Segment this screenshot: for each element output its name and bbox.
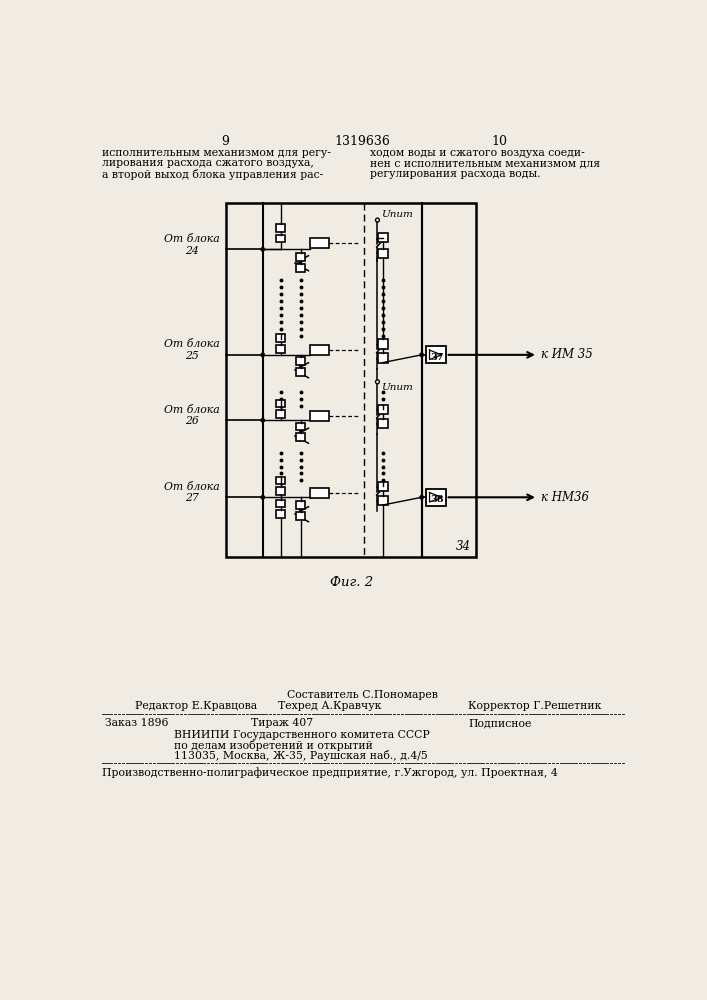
Text: 113035, Москва, Ж-35, Раушская наб., д.4/5: 113035, Москва, Ж-35, Раушская наб., д.4… [174,750,427,761]
Circle shape [420,496,423,499]
Bar [378,482,387,491]
Circle shape [261,248,264,251]
Bar [378,405,387,414]
Bar [378,496,387,505]
Text: 38: 38 [430,495,443,504]
Text: Тираж 407: Тираж 407 [251,718,313,728]
Bar [276,400,285,407]
Text: От блока
24: От блока 24 [164,234,220,256]
Bar [276,510,285,518]
Text: 10: 10 [491,135,507,148]
Text: а второй выход блока управления рас-: а второй выход блока управления рас- [103,169,324,180]
Bar [276,487,285,495]
Circle shape [375,218,380,222]
Bar [296,433,305,441]
Bar [296,423,305,430]
Text: Фиг. 2: Фиг. 2 [329,576,373,589]
Text: Корректор Г.Решетник: Корректор Г.Решетник [468,701,602,711]
Text: исполнительным механизмом для регу-: исполнительным механизмом для регу- [103,148,331,158]
Bar [296,501,305,509]
Bar [296,253,305,261]
Text: Заказ 1896: Заказ 1896 [105,718,169,728]
Text: регулирования расхода воды.: регулирования расхода воды. [370,169,540,179]
Circle shape [261,419,264,422]
Bar [378,353,387,363]
Bar [296,512,305,520]
Text: ходом воды и сжатого воздуха соеди-: ходом воды и сжатого воздуха соеди- [370,148,585,158]
Bar [276,235,285,242]
Bar [296,357,305,365]
Text: 9: 9 [221,135,230,148]
Bar [310,488,329,498]
Bar [276,334,285,342]
Text: Uпит: Uпит [380,210,412,219]
Bar [378,419,387,428]
Bar [378,339,387,349]
Bar [276,500,285,507]
Bar [310,411,329,421]
Text: 37: 37 [430,353,443,362]
Text: лирования расхода сжатого воздуха,: лирования расхода сжатого воздуха, [103,158,314,168]
Text: От блока
26: От блока 26 [164,405,220,426]
Bar [276,410,285,418]
Bar [276,224,285,232]
Text: ВНИИПИ Государственного комитета СССР: ВНИИПИ Государственного комитета СССР [174,730,429,740]
Text: 34: 34 [456,540,472,553]
Text: От блока
25: От блока 25 [164,339,220,361]
Bar [296,368,305,376]
Text: Редактор Е.Кравцова: Редактор Е.Кравцова [135,701,257,711]
Text: по делам изобретений и открытий: по делам изобретений и открытий [174,740,373,751]
Text: Производственно-полиграфическое предприятие, г.Ужгород, ул. Проектная, 4: Производственно-полиграфическое предприя… [103,767,558,778]
Bar [276,477,285,484]
Circle shape [420,353,423,357]
Bar [378,249,387,258]
Text: к НМ36: к НМ36 [541,491,589,504]
Bar [310,345,329,355]
Bar [296,264,305,272]
Text: От блока
27: От блока 27 [164,482,220,503]
Text: нен с исполнительным механизмом для: нен с исполнительным механизмом для [370,158,600,168]
Bar [426,346,445,363]
Text: Подписное: Подписное [468,718,532,728]
Bar [378,233,387,242]
Bar [226,203,476,557]
Circle shape [261,496,264,499]
Bar [426,489,445,506]
Text: Составитель С.Пономарев: Составитель С.Пономарев [286,690,438,700]
Bar [310,238,329,248]
Circle shape [375,380,380,384]
Text: к ИМ 35: к ИМ 35 [541,348,592,361]
Text: Техред А.Кравчук: Техред А.Кравчук [279,701,382,711]
Text: 1319636: 1319636 [334,135,390,148]
Circle shape [261,353,264,357]
Bar [276,345,285,353]
Text: Uпит: Uпит [380,383,412,392]
